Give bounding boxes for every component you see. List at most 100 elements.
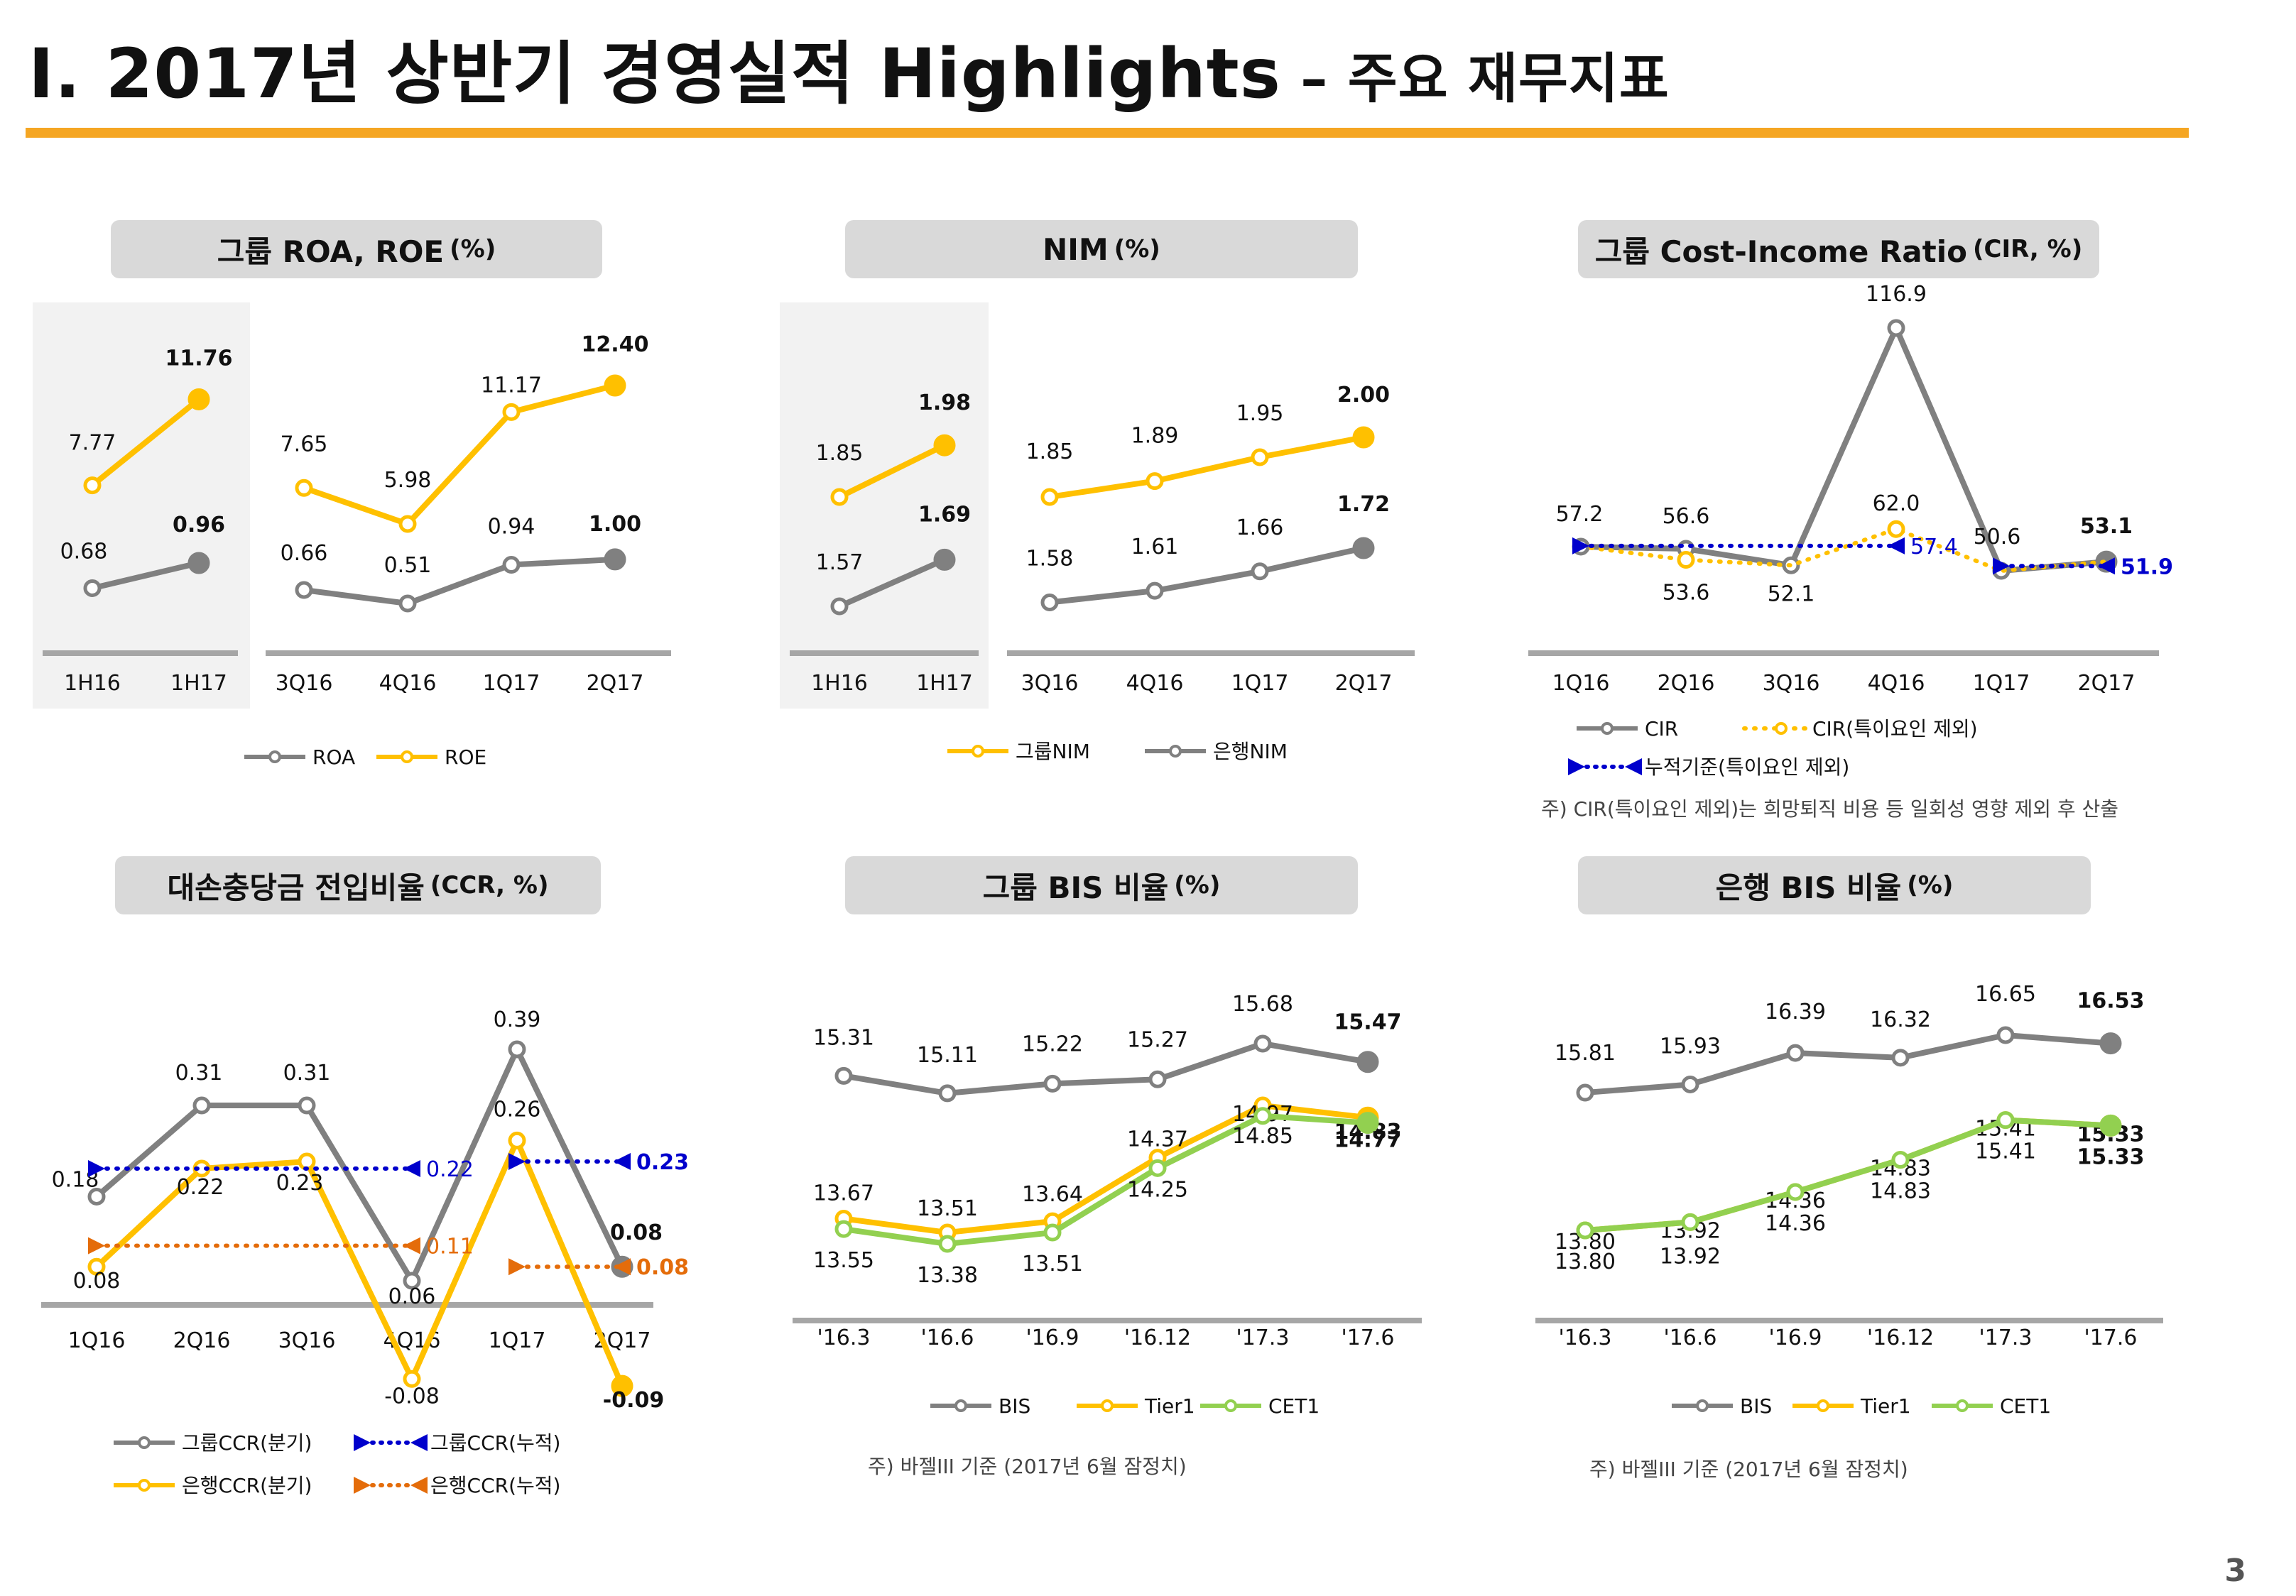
ccr-point xyxy=(87,1187,106,1206)
bank_bis-data-label: 16.65 xyxy=(1975,982,2036,1007)
ccr-cumulative-start-marker xyxy=(508,1153,526,1171)
legend-label: 그룹NIM xyxy=(1016,740,1090,763)
bank_bis-point xyxy=(2099,1114,2122,1137)
ccr-series-line xyxy=(94,1137,625,1389)
group_bis-point xyxy=(834,1066,853,1085)
cir-tick-label: 3Q16 xyxy=(1763,671,1820,696)
ccr-cumulative-start-marker xyxy=(88,1237,105,1255)
nim-point xyxy=(1251,448,1269,466)
bank_bis-data-label: 14.83 xyxy=(1870,1179,1931,1204)
bank_bis-data-label: 15.33 xyxy=(2077,1144,2145,1169)
bank_bis-tick-label: '17.6 xyxy=(2084,1326,2137,1350)
bank_bis-tick-label: '16.6 xyxy=(1663,1326,1716,1350)
ccr-point xyxy=(508,1040,526,1059)
ccr-point xyxy=(508,1131,526,1149)
group_bis-point xyxy=(834,1220,853,1238)
cir-tick-label: 1Q17 xyxy=(1973,671,2030,696)
cir-cumulative-label: 57.4 xyxy=(1910,535,1958,559)
legend-label: 그룹CCR(분기) xyxy=(182,1431,312,1455)
ccr-series-line xyxy=(94,1046,625,1284)
nim-tick-label: 2Q17 xyxy=(1335,671,1393,696)
roa-data-label: 0.94 xyxy=(488,515,535,540)
roa-point xyxy=(502,556,521,574)
cir-data-label: 116.9 xyxy=(1866,282,1927,307)
ccr-series-2: 0.22 0.23 xyxy=(88,1150,689,1182)
nim-data-label: 1.89 xyxy=(1131,424,1179,449)
roa-data-label: 11.17 xyxy=(481,373,542,398)
group_bis-data-label: 13.51 xyxy=(917,1196,978,1221)
legend-label: ROE xyxy=(445,745,486,769)
ccr-data-label: -0.08 xyxy=(384,1384,440,1409)
nim-data-label: 1.58 xyxy=(1026,547,1074,572)
legend-marker-start xyxy=(354,1477,371,1494)
ccr-tick-label: 2Q16 xyxy=(173,1328,231,1353)
cir-cumulative-end-marker xyxy=(2098,557,2115,575)
cir-cumulative-start-marker xyxy=(1993,557,2010,575)
bank_bis-tick-label: '16.9 xyxy=(1768,1326,1822,1350)
group_bis-point xyxy=(1253,1034,1272,1053)
cir-chart: 1Q16 2Q16 3Q16 4Q16 1Q17 2Q17 57.2 56.6 52.1 116.… xyxy=(1528,282,2173,779)
nim-series-line xyxy=(1047,434,1366,500)
cir-cumulative-label: 51.9 xyxy=(2121,554,2173,579)
group-bis-panel-title: 그룹 BIS 비율 xyxy=(982,870,1169,905)
cir-cumulative-end-marker xyxy=(1888,537,1905,554)
legend-marker-end xyxy=(410,1434,428,1451)
roa-point xyxy=(295,479,313,497)
group_bis-data-label: 15.47 xyxy=(1334,1010,1402,1035)
cir-legend: CIR CIR(특이요인 제외) 누적기준(특이요인 제외) xyxy=(1568,717,1978,779)
ccr-data-label: 0.31 xyxy=(175,1061,223,1086)
legend-label: 은행NIM xyxy=(1213,740,1288,763)
roa-point xyxy=(187,388,210,410)
bank_bis-data-label: 16.32 xyxy=(1870,1007,1931,1032)
nim-series-line xyxy=(837,442,947,500)
roa-point xyxy=(398,515,417,533)
roa-point xyxy=(83,579,102,597)
bank_bis-point xyxy=(1786,1183,1805,1201)
cir-point xyxy=(1677,551,1695,569)
roa-tick-label: 1H17 xyxy=(170,671,227,696)
cir-series-line xyxy=(1578,325,2109,574)
nim-half-year-background xyxy=(780,302,989,709)
group_bis-point xyxy=(938,1235,957,1253)
legend-marker xyxy=(1956,1399,1969,1412)
roa-panel-unit: (%) xyxy=(450,235,496,263)
nim-tick-label: 4Q16 xyxy=(1126,671,1184,696)
page-number: 3 xyxy=(2224,1553,2246,1589)
bank_bis-data-label: 15.81 xyxy=(1555,1041,1616,1066)
legend-marker xyxy=(972,745,984,758)
nim-point xyxy=(1040,488,1059,506)
roa-data-label: 0.96 xyxy=(173,513,225,537)
ccr-point xyxy=(192,1096,211,1115)
cir-data-label: 50.6 xyxy=(1974,525,2021,550)
nim-data-label: 2.00 xyxy=(1337,383,1390,408)
nim-data-label: 1.72 xyxy=(1337,492,1390,517)
nim-point xyxy=(1146,472,1164,491)
group-bis-panel-header: 그룹 BIS 비율 (%) xyxy=(845,856,1358,914)
legend-marker-start xyxy=(1568,758,1585,775)
bank_bis-tick-label: '16.3 xyxy=(1558,1326,1611,1350)
ccr-series-1: 0.08 0.22 0.23 -0.08 0.26 -0.09 xyxy=(73,1097,665,1413)
group_bis-tick-label: '16.9 xyxy=(1025,1326,1079,1350)
group_bis-data-label: 14.77 xyxy=(1334,1128,1402,1153)
legend-label: BIS xyxy=(999,1394,1030,1418)
legend-marker xyxy=(1775,722,1788,735)
legend-label: 그룹CCR(누적) xyxy=(430,1431,560,1455)
ccr-panel-title: 대손충당금 전입비율 xyxy=(167,870,425,905)
bank_bis-tick-label: '16.12 xyxy=(1867,1326,1934,1350)
ccr-cumulative-label: 0.08 xyxy=(636,1255,689,1280)
nim-point xyxy=(933,434,956,457)
cir-panel-title: 그룹 Cost-Income Ratio xyxy=(1594,234,1967,269)
ccr-data-label: 0.26 xyxy=(494,1097,541,1122)
nim-panel-title: NIM xyxy=(1043,231,1109,267)
roa-series-0: 0.68 0.96 0.66 0.51 0.94 1.00 xyxy=(60,512,641,613)
bank-bis-panel-header: 은행 BIS 비율 (%) xyxy=(1578,856,2091,914)
legend-marker xyxy=(1101,1399,1114,1412)
nim-series-line xyxy=(1047,545,1366,606)
legend-label: ROA xyxy=(312,745,355,769)
bank_bis-series-2: 13.80 13.92 14.36 14.83 15.41 15.33 xyxy=(1555,1111,2145,1274)
bank_bis-data-label: 15.93 xyxy=(1660,1034,1721,1059)
page-title-sub: – 주요 재무지표 xyxy=(1280,47,1670,110)
roa-chart: 1H16 1H17 3Q16 4Q16 1Q17 2Q17 0.68 0.96 0.66 0.51… xyxy=(33,302,671,769)
